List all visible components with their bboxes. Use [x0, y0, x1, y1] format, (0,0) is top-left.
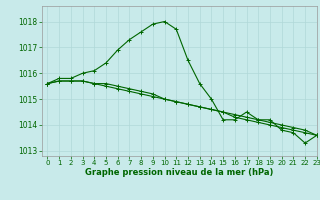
X-axis label: Graphe pression niveau de la mer (hPa): Graphe pression niveau de la mer (hPa): [85, 168, 273, 177]
